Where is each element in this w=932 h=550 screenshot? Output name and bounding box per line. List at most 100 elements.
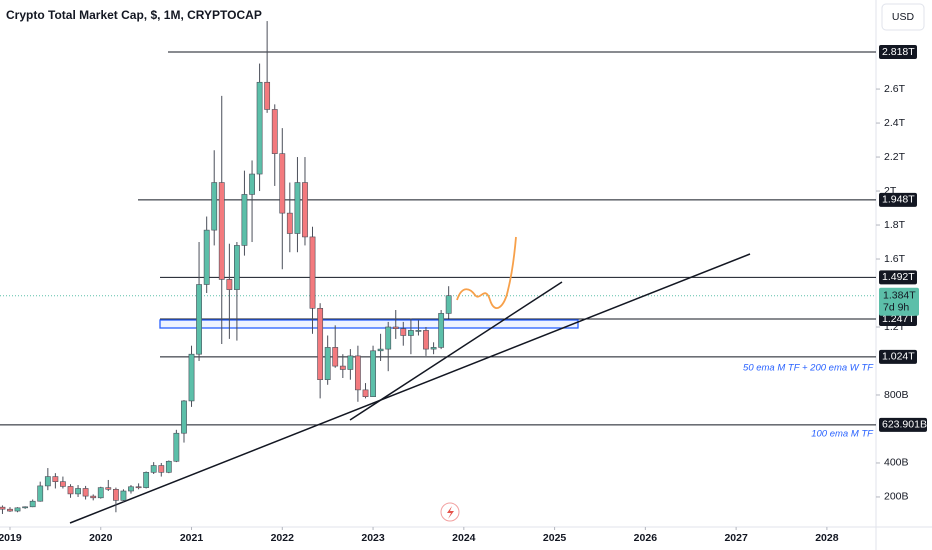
candle-body <box>400 328 407 336</box>
candle-body <box>332 347 339 367</box>
plot: 200B400B800B1.2T1.6T1.8T2T2.2T2.4T2.6T20… <box>0 51 909 544</box>
candle-body <box>52 476 59 482</box>
candle-body <box>105 487 112 490</box>
x-tick-label: 2023 <box>361 532 385 544</box>
x-tick-label: 2019 <box>0 532 22 544</box>
candle-body <box>173 432 180 462</box>
events-bolt <box>447 506 454 519</box>
candle-body <box>67 486 74 495</box>
candle-body <box>362 389 369 397</box>
candle-body <box>423 330 429 350</box>
last-price-label: 1.384T <box>883 290 916 302</box>
level-label: 1.024T <box>882 351 915 363</box>
candle-body <box>302 182 308 238</box>
candle-body <box>113 489 119 501</box>
x-tick-label: 2021 <box>180 532 204 544</box>
candle-body <box>256 81 263 175</box>
x-tick-label: 2026 <box>634 532 658 544</box>
x-tick-label: 2022 <box>271 532 295 544</box>
y-tick-label: 1.8T <box>884 219 906 231</box>
candle-body <box>14 507 21 512</box>
level-label-box <box>879 417 927 432</box>
last-price-box <box>879 287 919 316</box>
candle-body <box>226 279 233 290</box>
y-tick-label: 2.4T <box>884 117 906 129</box>
candle-body <box>188 353 195 402</box>
currency-label: USD <box>892 11 915 23</box>
candle-body <box>97 487 104 499</box>
candle-body <box>158 465 165 473</box>
candle-body <box>309 236 316 309</box>
candle-body <box>415 330 422 332</box>
currency-button[interactable] <box>881 3 925 31</box>
candle-body <box>90 495 97 499</box>
candle-body <box>430 347 437 350</box>
y-tick-label: 800B <box>884 389 909 401</box>
level-label-box <box>879 349 917 364</box>
candle-body <box>324 347 331 380</box>
candle-body <box>29 500 36 508</box>
candle-body <box>211 182 218 231</box>
x-tick-label: 2028 <box>815 532 839 544</box>
y-tick-label: 2.2T <box>884 151 906 163</box>
candle-body <box>264 81 271 110</box>
level-label-box <box>879 270 917 285</box>
candle-body <box>385 326 392 350</box>
zone-box <box>159 319 579 329</box>
candle-body <box>286 212 293 234</box>
candle-body <box>218 182 225 280</box>
candle-body <box>128 486 134 492</box>
candle-body <box>408 330 414 336</box>
y-tick-label: 200B <box>884 491 909 503</box>
candle-body <box>37 485 44 502</box>
candle-body <box>143 472 150 488</box>
candle-body <box>370 350 376 397</box>
candle-body <box>196 284 202 355</box>
candle-body <box>181 400 187 434</box>
level-label-box <box>879 45 917 60</box>
chart-title: Crypto Total Market Cap, $, 1M, CRYPTOCA… <box>6 8 262 22</box>
candle-body <box>44 476 51 487</box>
candle-body <box>0 506 6 510</box>
candle-body <box>354 355 361 391</box>
candle-body <box>120 490 127 501</box>
y-tick-label: 2.6T <box>884 83 906 95</box>
forecast-sketch <box>456 236 517 309</box>
candle-body <box>75 488 81 495</box>
candle-body <box>249 173 255 195</box>
level-label: 623.901B <box>882 419 927 431</box>
level-label: 1.492T <box>882 271 915 283</box>
candle-body <box>271 109 278 154</box>
candle-body <box>317 308 324 380</box>
x-tick-label: 2024 <box>452 532 476 544</box>
annotation: 100 ema M TF <box>811 429 874 440</box>
candle-body <box>150 465 157 473</box>
x-tick-label: 2025 <box>543 532 567 544</box>
countdown-label: 7d 9h <box>883 302 909 314</box>
x-tick-label: 2020 <box>89 532 113 544</box>
y-tick-label: 1.6T <box>884 253 906 265</box>
candle-body <box>82 488 89 497</box>
candle-body <box>377 348 384 352</box>
candle-body <box>241 194 248 246</box>
candle-body <box>203 229 210 285</box>
candle-body <box>7 508 13 512</box>
level-label-box <box>879 192 917 207</box>
candle-body <box>445 295 452 314</box>
level-label: 1.948T <box>882 194 915 206</box>
trend-line <box>69 253 751 524</box>
candle-body <box>279 153 286 214</box>
candle-body <box>392 326 399 329</box>
level-label: 1.247T <box>882 313 915 325</box>
x-tick-label: 2027 <box>724 532 748 544</box>
annotation: 50 ema M TF + 200 ema W TF <box>743 363 874 374</box>
candle-body <box>438 313 445 348</box>
candle-body <box>135 486 142 489</box>
trend-line <box>349 281 563 421</box>
candle-body <box>60 481 66 487</box>
candle-body <box>294 182 301 234</box>
candle-body <box>347 355 354 370</box>
candle-body <box>339 365 346 370</box>
